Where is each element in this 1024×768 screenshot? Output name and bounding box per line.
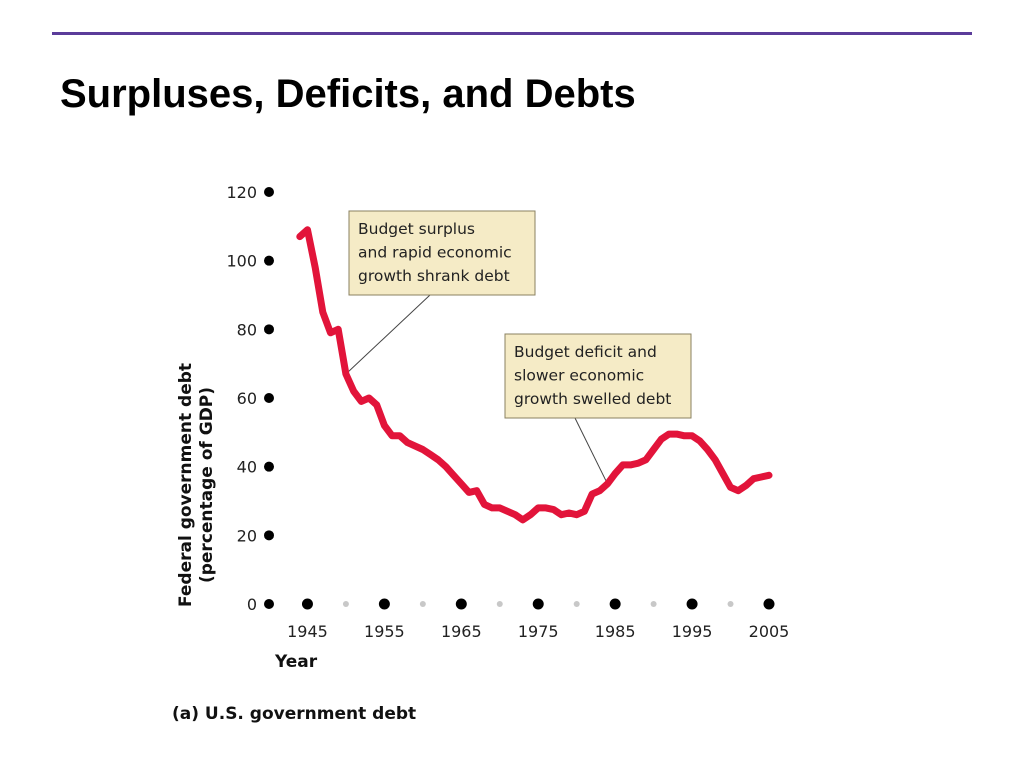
title-rule [52,32,972,35]
x-tick-dot-1955 [378,598,390,610]
annotation-1: Budget surplus and rapid economic growth s… [345,210,536,375]
y-tick-dot-120 [264,187,274,197]
x-axis-title: Year [274,652,318,672]
x-tick-dot-1965 [455,598,467,610]
chart-caption: (a) U.S. government debt [172,704,416,724]
slide-title: Surpluses, Deficits, and Debts [60,72,636,116]
y-tick-label-60: 60 [237,389,257,408]
y-tick-label-40: 40 [237,458,257,477]
annotation-box-1 [348,210,536,296]
y-tick-label-120: 120 [226,183,257,202]
x-tick-label-1955: 1955 [364,622,405,641]
x-minor-dot-1980 [573,601,580,607]
annotation-2-line-3: growth swelled debt [514,390,671,408]
x-tick-label-1975: 1975 [518,622,559,641]
x-tick-dot-1985 [609,598,621,610]
x-minor-dot-1960 [419,601,426,607]
annotation-box-2 [504,333,692,419]
x-minor-dot-1970 [496,601,503,607]
y-tick-label-20: 20 [237,526,257,545]
annotation-pointer-1 [345,294,431,375]
x-tick-dot-2005 [763,598,775,610]
annotation-pointer-2 [574,417,608,485]
y-tick-dot-0 [264,599,274,609]
x-tick-label-1965: 1965 [441,622,482,641]
x-minor-dot-1950 [342,601,349,607]
x-minor-dot-2000 [727,601,734,607]
y-tick-label-100: 100 [226,252,257,271]
annotation-2-line-2: slower economic [514,367,644,385]
x-tick-label-1995: 1995 [672,622,713,641]
x-minor-dot-1990 [650,601,657,607]
y-tick-dot-20 [264,530,274,541]
x-tick-label-1945: 1945 [287,622,328,641]
x-tick-dot-1945 [301,598,313,610]
x-tick-dot-1995 [686,598,698,610]
y-tick-label-0: 0 [247,595,257,614]
y-axis-title-line1: Federal government debt [176,363,196,607]
annotation-2: Budget deficit and slower economic growth … [504,333,692,485]
annotation-1-line-2: and rapid economic [358,244,512,262]
annotation-1-line-1: Budget surplus [358,220,475,238]
y-axis-title-line2: (percentage of GDP) [197,387,217,583]
y-tick-dot-80 [264,324,274,335]
annotation-1-line-3: growth shrank debt [358,267,510,285]
x-tick-label-1985: 1985 [595,622,636,641]
y-tick-dot-40 [264,461,274,472]
x-tick-label-2005: 2005 [749,622,790,641]
annotation-2-line-1: Budget deficit and [514,343,657,361]
x-tick-dot-1975 [532,598,544,610]
y-tick-dot-100 [264,255,274,266]
y-tick-label-80: 80 [237,320,257,339]
y-tick-dot-60 [264,393,274,403]
series-line-debt [296,226,773,524]
